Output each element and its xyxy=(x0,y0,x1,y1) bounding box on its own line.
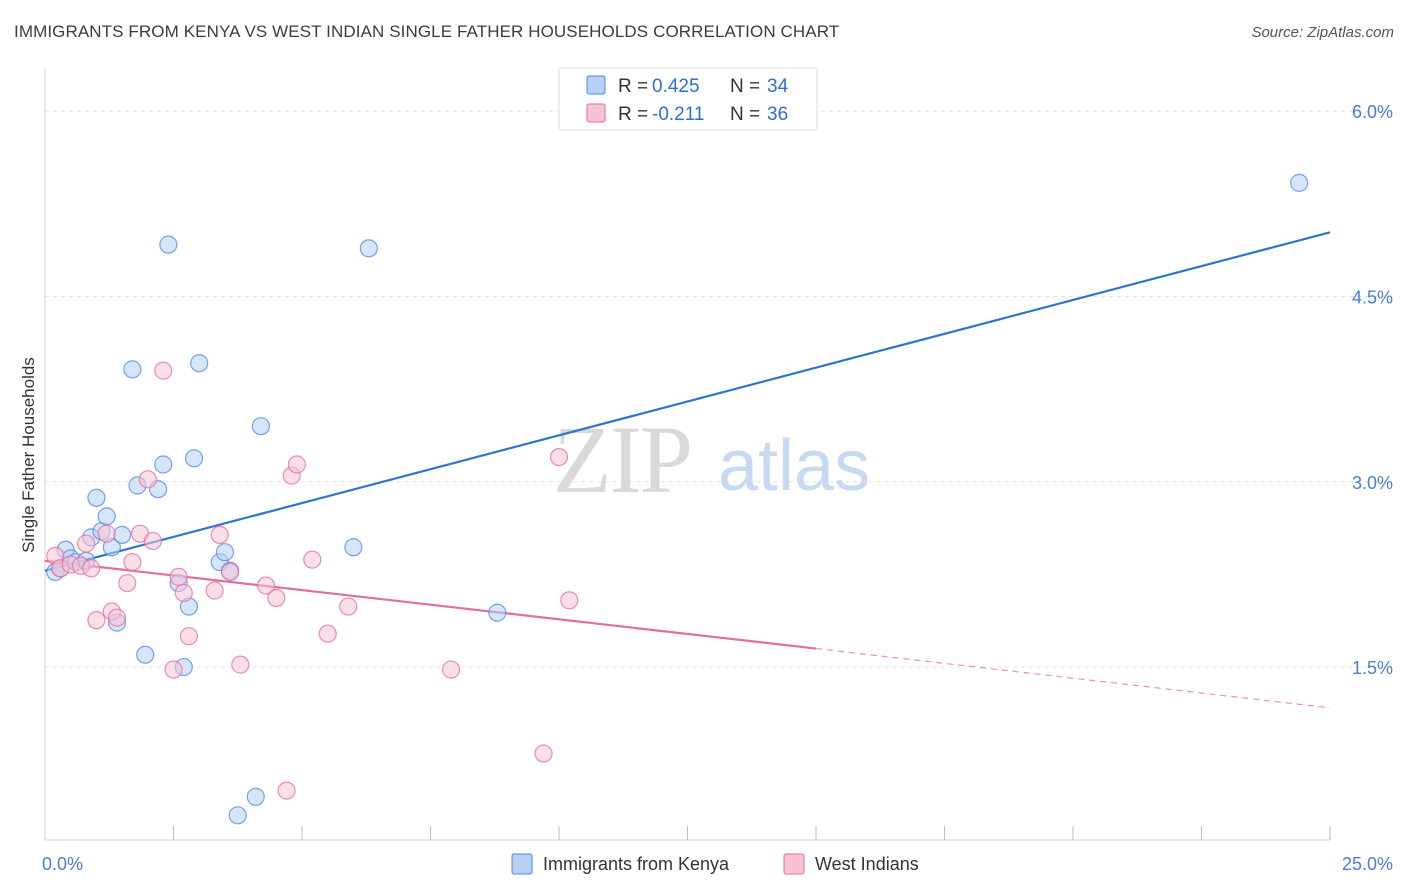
trend-line-west-indians xyxy=(44,559,817,650)
y-axis-label: Single Father Households xyxy=(19,357,38,553)
bottom-legend-label: West Indians xyxy=(815,854,919,874)
kenya-point xyxy=(215,543,234,562)
west-indians-point xyxy=(231,655,250,674)
west-indians-point xyxy=(143,531,163,551)
west-indians-point xyxy=(210,525,229,545)
tick-labels: 1.5% 3.0% 4.5% 6.0% 0.0% 25.0% Single Father H… xyxy=(19,102,1393,874)
kenya-point xyxy=(359,239,378,258)
west-indians-point xyxy=(220,562,240,582)
y-tick-label: 1.5% xyxy=(1352,658,1393,678)
west-indians-point xyxy=(256,576,276,595)
legend: R = 0.425 N = 34 R = -0.211 N = 36 xyxy=(558,67,818,131)
watermark-atlas: atlas xyxy=(718,426,870,506)
west-indians-point xyxy=(107,608,127,627)
kenya-point xyxy=(251,417,270,436)
legend-swatch xyxy=(586,103,606,123)
west-indians-point xyxy=(441,660,461,679)
west-indians-point xyxy=(82,559,101,578)
y-tick-label: 3.0% xyxy=(1352,473,1393,493)
chart-source: Source: ZipAtlas.com xyxy=(1251,24,1394,41)
bottom-legend-swatch xyxy=(511,853,533,875)
legend-n-value: 34 xyxy=(767,76,789,97)
west-indians-point xyxy=(123,552,142,572)
west-indians-point xyxy=(118,573,137,593)
west-indians-point xyxy=(303,550,322,569)
kenya-point xyxy=(1290,173,1309,192)
gridlines xyxy=(45,110,1392,668)
chart-title: IMMIGRANTS FROM KENYA VS WEST INDIAN SIN… xyxy=(14,22,840,41)
kenya-point xyxy=(246,787,265,806)
legend-n-value: 36 xyxy=(767,104,788,125)
bottom-legend: Immigrants from Kenya West Indians xyxy=(511,853,919,875)
kenya-point xyxy=(228,806,247,825)
trend-line-kenya xyxy=(44,231,1331,572)
watermark: ZIP atlas xyxy=(553,406,870,513)
x-tick-label: 0.0% xyxy=(42,854,83,874)
west-indians-point xyxy=(154,361,173,380)
west-indians-point xyxy=(179,627,199,646)
y-tick-label: 6.0% xyxy=(1352,102,1393,122)
axes xyxy=(44,68,1331,841)
west-indians-point xyxy=(164,660,183,679)
legend-r-value: -0.211 xyxy=(652,104,704,125)
bottom-legend-label: Immigrants from Kenya xyxy=(543,854,730,874)
west-indians-point xyxy=(549,447,569,467)
x-tick-label: 25.0% xyxy=(1342,854,1393,874)
legend-r-label: R = xyxy=(618,76,648,97)
kenya-point xyxy=(97,507,116,526)
west-indians-point xyxy=(77,534,96,553)
west-indians-point xyxy=(560,591,579,610)
west-indians-point xyxy=(87,611,106,630)
kenya-point xyxy=(112,525,132,545)
kenya-point xyxy=(190,354,209,373)
kenya-point xyxy=(184,449,204,468)
kenya-point xyxy=(154,455,173,474)
west-indians-point xyxy=(318,624,337,643)
legend-swatch xyxy=(586,75,606,95)
west-indians-point xyxy=(97,524,116,543)
data-points xyxy=(46,173,1309,825)
west-indians-point xyxy=(339,597,358,616)
west-indians-point xyxy=(169,567,188,587)
bottom-legend-swatch xyxy=(783,853,805,875)
kenya-point xyxy=(159,235,178,254)
watermark-zip: ZIP xyxy=(553,406,691,513)
kenya-point xyxy=(344,538,363,557)
y-tick-label: 4.5% xyxy=(1352,288,1393,308)
west-indians-point xyxy=(205,581,224,600)
west-indians-point xyxy=(174,583,193,603)
west-indians-point xyxy=(287,455,306,474)
kenya-point xyxy=(123,360,142,379)
legend-n-label: N = xyxy=(730,104,760,125)
trend-line-extension xyxy=(815,647,1331,709)
west-indians-point xyxy=(534,744,553,763)
kenya-point xyxy=(136,645,155,664)
legend-r-value: 0.425 xyxy=(652,76,700,97)
kenya-point xyxy=(488,603,507,622)
legend-n-label: N = xyxy=(730,76,760,97)
west-indians-point xyxy=(138,470,157,489)
kenya-point xyxy=(87,488,106,507)
west-indians-point xyxy=(277,781,296,800)
west-indians-point xyxy=(267,588,286,608)
legend-r-label: R = xyxy=(618,104,648,125)
